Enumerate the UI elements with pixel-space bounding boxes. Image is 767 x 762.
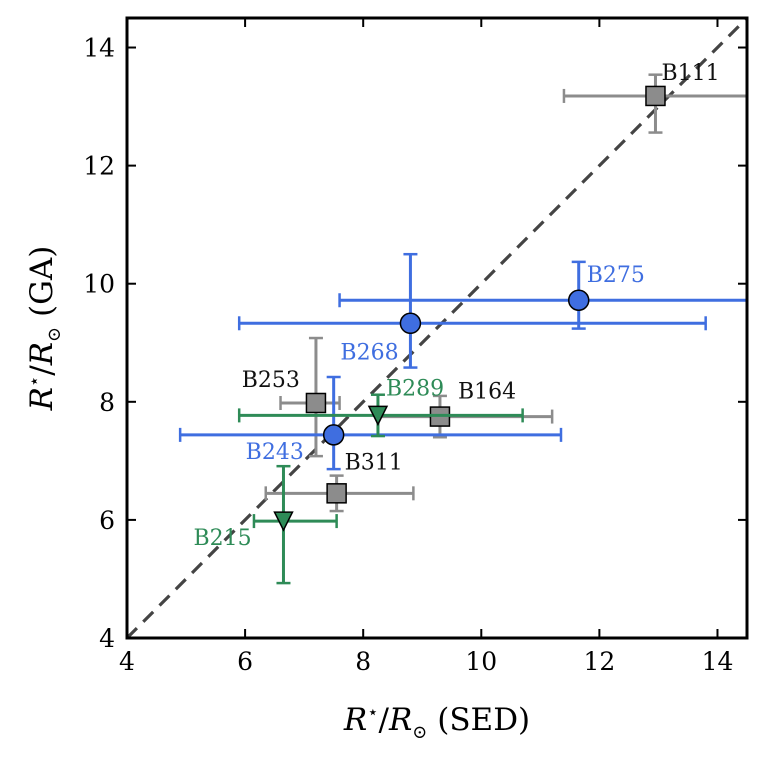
marker-b111	[645, 85, 666, 107]
x-tick-label-10: 10	[465, 647, 497, 676]
one-to-one-reference-line	[127, 18, 747, 638]
y-axis-label: R⋆/R⊙ (GA)	[24, 246, 65, 412]
plot-frame	[125, 16, 749, 640]
y-tick-label-14: 14	[83, 34, 115, 63]
point-label-b275: B275	[587, 263, 645, 288]
marker-b311	[326, 483, 347, 504]
marker-b289	[367, 405, 389, 427]
point-label-b111: B111	[661, 61, 719, 86]
x-axis-label: R⋆/R⊙ (SED)	[343, 702, 530, 743]
marker-b275	[567, 289, 590, 311]
point-label-b215: B215	[193, 526, 251, 551]
y-tick-label-8: 8	[99, 388, 115, 417]
y-tick-label-6: 6	[99, 506, 115, 535]
point-label-b268: B268	[340, 340, 398, 365]
point-label-b289: B289	[386, 376, 444, 401]
x-tick-label-4: 4	[119, 647, 135, 676]
marker-b268	[399, 312, 422, 335]
marker-b215	[273, 511, 294, 532]
point-label-b311: B311	[345, 450, 403, 475]
x-tick-label-14: 14	[702, 647, 734, 676]
y-tick-label-10: 10	[83, 270, 115, 299]
x-tick-label-6: 6	[237, 647, 253, 676]
point-label-b243: B243	[246, 440, 304, 465]
marker-b253	[305, 392, 327, 414]
y-tick-label-4: 4	[99, 624, 115, 653]
x-tick-label-8: 8	[355, 647, 371, 676]
marker-b243	[322, 424, 345, 446]
x-tick-label-12: 12	[583, 647, 615, 676]
point-label-b253: B253	[242, 368, 300, 393]
y-tick-label-12: 12	[83, 152, 115, 181]
point-label-b164: B164	[458, 380, 516, 405]
